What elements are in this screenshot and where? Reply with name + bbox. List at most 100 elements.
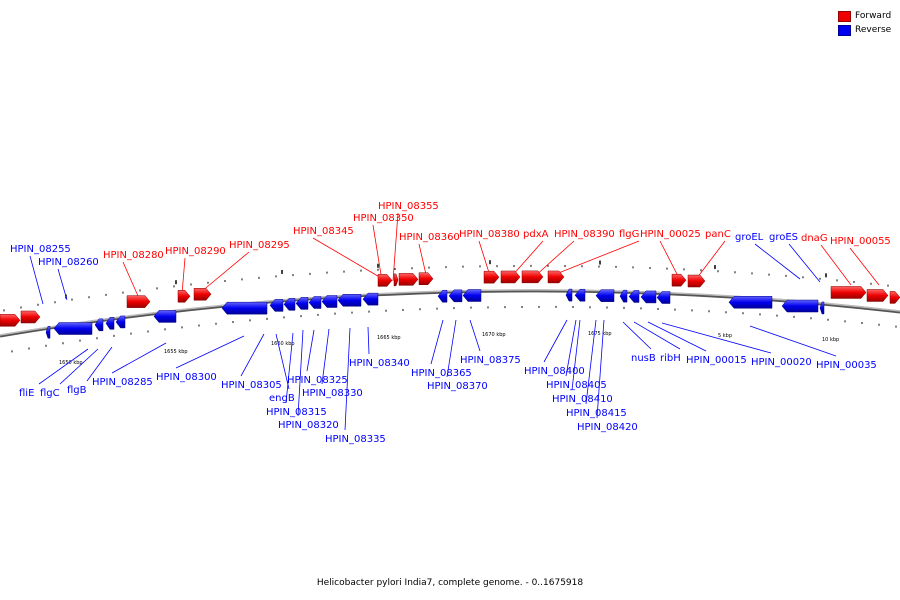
gene-label-hpin-08300[interactable]: HPIN_08300 (156, 372, 217, 383)
legend-label-reverse: Reverse (855, 25, 892, 35)
leader-line-hpin-08375 (469, 319, 481, 352)
leader-line-ribh (633, 321, 681, 350)
reverse-gene-glyph-6 (221, 301, 268, 315)
tick-label-1650-kbp: 1650 kbp (59, 360, 83, 366)
leader-line-hpin-08295 (200, 251, 250, 293)
reverse-gene-glyph-21 (628, 290, 640, 303)
forward-gene-glyph-2 (126, 295, 151, 308)
reverse-gene-glyph-8 (283, 298, 296, 311)
leader-line-flie (38, 348, 89, 385)
gene-label-hpin-08260[interactable]: HPIN_08260 (38, 257, 99, 268)
reverse-swatch (838, 24, 851, 36)
forward-gene-glyph-4 (193, 288, 212, 301)
leader-line-hpin-08260 (57, 268, 68, 301)
gene-label-hpin-08290[interactable]: HPIN_08290 (165, 246, 226, 257)
leader-line-hpin-08370 (446, 319, 457, 378)
leader-line-hpin-00035 (749, 325, 837, 357)
gene-label-hpin-08375[interactable]: HPIN_08375 (460, 355, 521, 366)
leader-line-flgb (86, 346, 113, 382)
gene-label-hpin-00015[interactable]: HPIN_00015 (686, 355, 747, 366)
leader-line-dnag (820, 244, 852, 286)
forward-swatch (838, 10, 851, 22)
gene-label-hpin-00020[interactable]: HPIN_00020 (751, 357, 812, 368)
gene-label-hpin-00055[interactable]: HPIN_00055 (830, 236, 891, 247)
leader-line-flgg (555, 240, 640, 275)
gene-label-hpin-08360[interactable]: HPIN_08360 (399, 232, 460, 243)
gene-label-hpin-00035[interactable]: HPIN_00035 (816, 360, 877, 371)
gene-label-hpin-08345[interactable]: HPIN_08345 (293, 226, 354, 237)
gene-label-flgg[interactable]: flgG (619, 229, 639, 240)
reverse-gene-glyph-22 (640, 290, 657, 304)
gene-label-hpin-08295[interactable]: HPIN_08295 (229, 240, 290, 251)
gene-label-flgc[interactable]: flgC (40, 388, 60, 399)
gene-label-hpin-08365[interactable]: HPIN_08365 (411, 368, 472, 379)
gene-label-hpin-08305[interactable]: HPIN_08305 (221, 380, 282, 391)
reverse-gene-glyph-9 (295, 297, 309, 310)
gene-label-hpin-08370[interactable]: HPIN_08370 (427, 381, 488, 392)
gene-label-hpin-00025[interactable]: HPIN_00025 (640, 229, 701, 240)
legend: Forward Reverse (838, 9, 891, 37)
gene-label-hpin-08325[interactable]: HPIN_08325 (287, 375, 348, 386)
gene-label-pdxa[interactable]: pdxA (523, 229, 549, 240)
gene-label-ribh[interactable]: ribH (660, 353, 681, 364)
tick-label-10-kbp: 10 kbp (822, 337, 839, 343)
gene-label-hpin-08255[interactable]: HPIN_08255 (10, 244, 71, 255)
gene-label-hpin-08400[interactable]: HPIN_08400 (524, 366, 585, 377)
gene-label-hpin-08410[interactable]: HPIN_08410 (552, 394, 613, 405)
gene-label-hpin-08285[interactable]: HPIN_08285 (92, 377, 153, 388)
gene-label-flgb[interactable]: flgB (67, 385, 87, 396)
forward-gene-glyph-16 (866, 289, 889, 302)
reverse-gene-glyph-26 (819, 301, 825, 315)
forward-gene-glyph-0 (0, 314, 21, 327)
gene-label-dnag[interactable]: dnaG (801, 233, 828, 244)
reverse-gene-glyph-4 (115, 315, 126, 329)
leader-line-hpin-08345 (312, 237, 389, 283)
gene-label-hpin-08320[interactable]: HPIN_08320 (278, 420, 339, 431)
forward-gene-glyph-11 (521, 270, 544, 284)
gene-label-flie[interactable]: fliE (19, 388, 34, 399)
forward-gene-glyph-14 (687, 274, 706, 288)
gene-label-hpin-08390[interactable]: HPIN_08390 (554, 229, 615, 240)
gene-label-hpin-08380[interactable]: HPIN_08380 (459, 229, 520, 240)
gene-label-hpin-08420[interactable]: HPIN_08420 (577, 422, 638, 433)
leader-line-pdxa (510, 240, 544, 278)
gene-label-hpin-08280[interactable]: HPIN_08280 (103, 250, 164, 261)
leader-line-hpin-08280 (122, 261, 139, 297)
forward-gene-glyph-15 (830, 286, 867, 299)
gene-label-hpin-08340[interactable]: HPIN_08340 (349, 358, 410, 369)
gene-label-hpin-08355[interactable]: HPIN_08355 (378, 201, 439, 212)
gene-label-groes[interactable]: groES (769, 232, 798, 243)
gene-label-panc[interactable]: panC (705, 229, 731, 240)
reverse-gene-glyph-16 (462, 289, 482, 302)
leader-line-hpin-08410 (571, 319, 581, 391)
reverse-gene-glyph-18 (574, 288, 586, 302)
label-leader-lines (29, 212, 880, 431)
gene-label-hpin-08335[interactable]: HPIN_08335 (325, 434, 386, 445)
gene-label-hpin-08315[interactable]: HPIN_08315 (266, 407, 327, 418)
gene-label-hpin-08415[interactable]: HPIN_08415 (566, 408, 627, 419)
gene-label-engb[interactable]: engB (269, 393, 295, 404)
leader-line-hpin-08300 (175, 335, 245, 369)
forward-gene-glyph-9 (483, 270, 500, 284)
leader-line-hpin-08290 (181, 257, 186, 295)
gene-label-hpin-08405[interactable]: HPIN_08405 (546, 380, 607, 391)
reverse-gene-glyph-10 (308, 296, 322, 309)
leader-line-hpin-08340 (367, 326, 370, 355)
leader-line-flgc (59, 348, 99, 385)
forward-gene-glyph-1 (20, 310, 41, 324)
reverse-gene-glyph-1 (53, 322, 93, 335)
gene-label-hpin-08330[interactable]: HPIN_08330 (302, 388, 363, 399)
gene-label-nusb[interactable]: nusB (631, 353, 656, 364)
leader-line-hpin-00015 (647, 321, 707, 352)
forward-gene-glyph-13 (671, 273, 687, 287)
leader-line-hpin-08350 (372, 224, 383, 282)
tick-label-5-kbp: 5 kbp (718, 333, 732, 339)
gene-label-hpin-08350[interactable]: HPIN_08350 (353, 213, 414, 224)
gene-label-groel[interactable]: groEL (735, 232, 764, 243)
reverse-gene-glyph-25 (781, 299, 819, 313)
leader-line-hpin-08330 (321, 328, 330, 385)
leader-line-hpin-08365 (430, 319, 444, 365)
reverse-gene-glyph-3 (105, 317, 115, 330)
reverse-gene-glyph-14 (437, 289, 448, 303)
